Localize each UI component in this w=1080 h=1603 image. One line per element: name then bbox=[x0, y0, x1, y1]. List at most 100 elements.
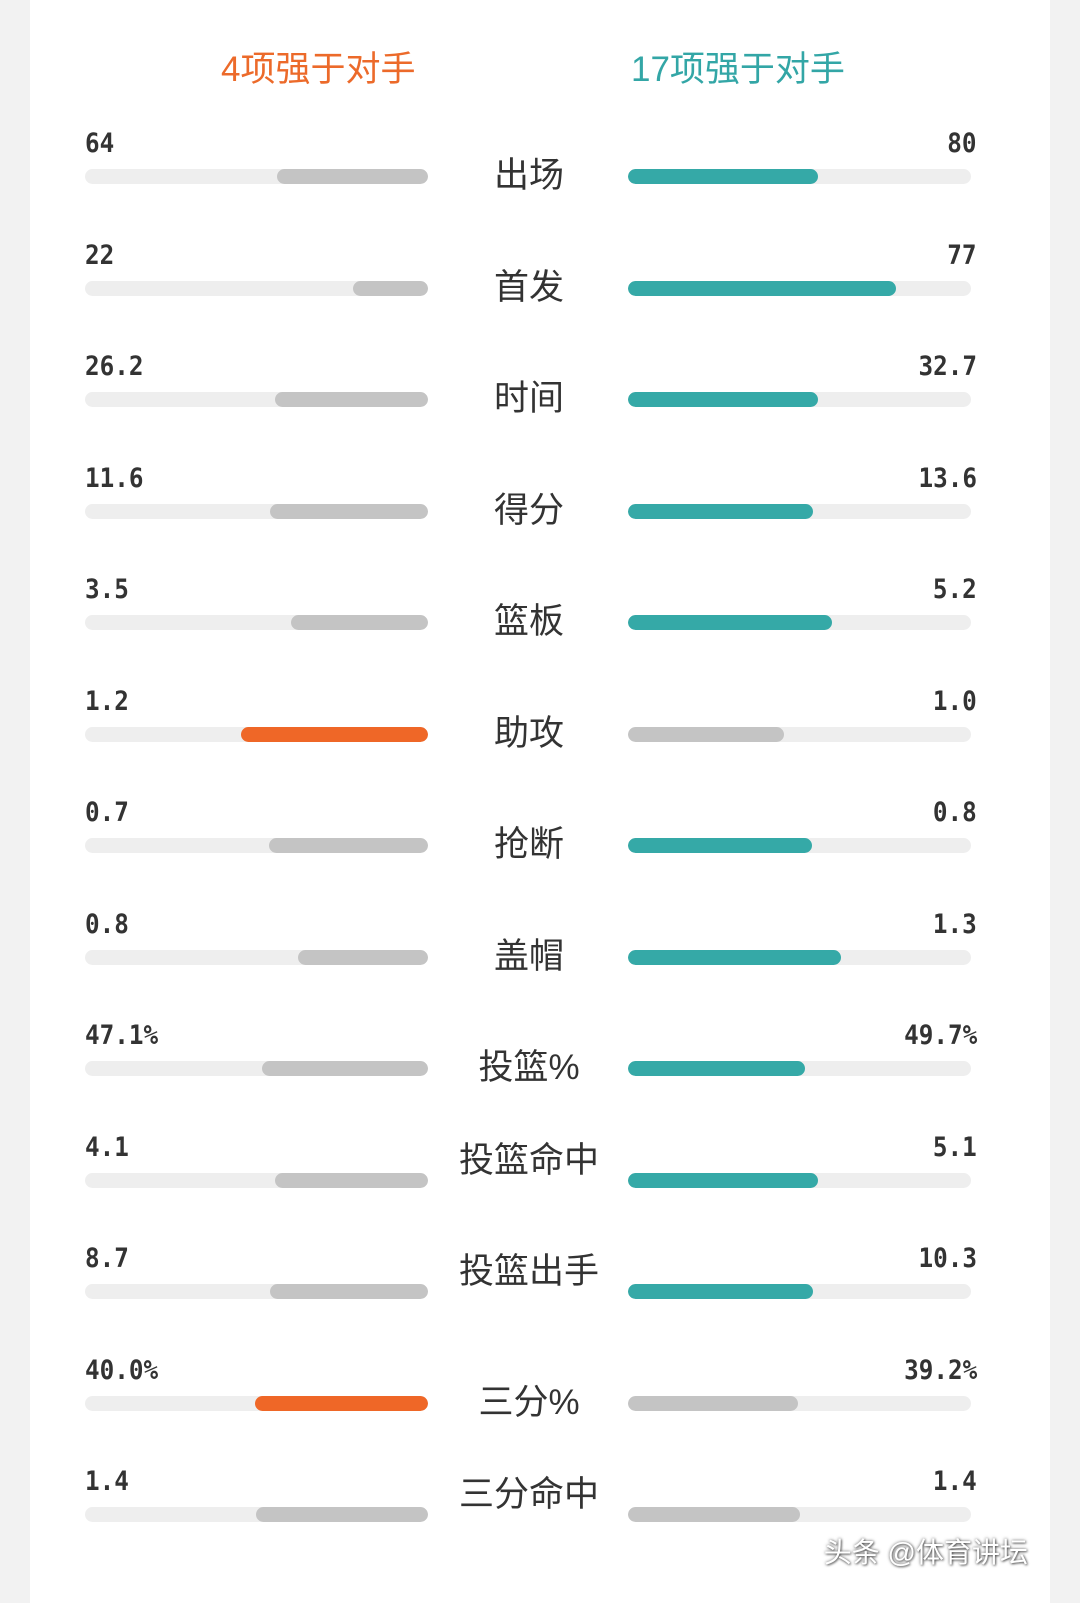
right-value: 77 bbox=[947, 239, 977, 271]
right-value: 5.2 bbox=[933, 574, 977, 605]
right-value: 13.6 bbox=[918, 462, 977, 494]
right-bar bbox=[628, 949, 841, 965]
left-bar-track bbox=[85, 503, 428, 519]
right-bar bbox=[628, 615, 832, 630]
stat-row: 0.7 0.8 抢断 bbox=[30, 792, 1050, 903]
left-bar bbox=[270, 503, 428, 519]
category-label: 抢断 bbox=[493, 825, 564, 864]
left-bar bbox=[256, 1507, 428, 1522]
left-bar-track bbox=[85, 1172, 428, 1188]
left-bar-track bbox=[85, 392, 428, 407]
right-value: 39.2% bbox=[903, 1354, 977, 1386]
left-bar bbox=[291, 615, 428, 630]
right-value: 10.3 bbox=[918, 1243, 977, 1274]
left-value: 3.5 bbox=[85, 574, 129, 605]
category-label: 投篮出手 bbox=[459, 1252, 600, 1291]
left-value: 11.6 bbox=[85, 462, 144, 494]
left-value: 22 bbox=[85, 239, 115, 271]
left-bar-track bbox=[85, 169, 428, 184]
stat-row: 4.1 5.1 投篮命中 bbox=[30, 1127, 1050, 1238]
right-bar-track bbox=[628, 949, 971, 965]
left-value: 64 bbox=[85, 128, 115, 159]
comparison-card: 4项强于对手 17项强于对手 64 80 出场 22 77 首发 26.2 32.7 时间 11.… bbox=[30, 0, 1050, 1603]
category-label: 时间 bbox=[493, 379, 564, 418]
left-bar-track bbox=[85, 280, 428, 296]
category-label: 助攻 bbox=[493, 713, 564, 753]
right-value: 49.7% bbox=[903, 1020, 977, 1051]
category-label: 篮板 bbox=[493, 602, 564, 641]
right-value: 1.0 bbox=[933, 685, 977, 717]
watermark-text: 头条 @体育讲坛 bbox=[823, 1537, 1028, 1568]
left-bar bbox=[275, 392, 428, 407]
left-bar bbox=[353, 280, 428, 296]
stat-row: 22 77 首发 bbox=[30, 235, 1050, 346]
stat-row: 64 80 出场 bbox=[30, 123, 1050, 234]
left-value: 0.8 bbox=[85, 908, 129, 940]
left-value: 26.2 bbox=[85, 351, 144, 382]
left-bar-track bbox=[85, 1061, 428, 1076]
stat-row: 8.7 10.3 投篮出手 bbox=[30, 1238, 1050, 1349]
left-bar bbox=[298, 949, 428, 965]
left-value: 8.7 bbox=[85, 1243, 129, 1274]
right-bar-track bbox=[628, 280, 971, 296]
stat-row: 40.0% 39.2% 三分% bbox=[30, 1350, 1050, 1461]
left-summary: 4项强于对手 bbox=[221, 50, 416, 89]
right-value: 1.3 bbox=[933, 908, 977, 940]
right-bar-track bbox=[628, 392, 971, 407]
right-bar bbox=[628, 1061, 805, 1076]
right-bar bbox=[628, 1284, 813, 1299]
stat-row: 1.2 1.0 助攻 bbox=[30, 681, 1050, 792]
left-bar-track bbox=[85, 838, 428, 853]
category-label: 投篮% bbox=[478, 1048, 580, 1087]
category-label: 三分命中 bbox=[459, 1475, 600, 1514]
right-value: 0.8 bbox=[933, 797, 977, 828]
right-bar-track bbox=[628, 1061, 971, 1076]
left-bar bbox=[270, 1284, 428, 1299]
left-bar-track bbox=[85, 1395, 428, 1411]
left-bar-track bbox=[85, 1507, 428, 1522]
right-bar-track bbox=[628, 1507, 971, 1522]
right-bar-track bbox=[628, 503, 971, 519]
left-bar bbox=[275, 1172, 428, 1188]
right-value: 5.1 bbox=[933, 1131, 977, 1163]
left-value: 1.4 bbox=[85, 1466, 129, 1497]
right-bar bbox=[628, 1172, 818, 1188]
right-bar bbox=[628, 1507, 800, 1522]
stat-row: 0.8 1.3 盖帽 bbox=[30, 904, 1050, 1015]
right-summary: 17项强于对手 bbox=[631, 50, 845, 89]
left-bar bbox=[241, 726, 428, 742]
right-bar bbox=[628, 726, 784, 742]
category-label: 得分 bbox=[493, 490, 564, 530]
left-bar-track bbox=[85, 726, 428, 742]
right-bar bbox=[628, 838, 812, 853]
left-bar bbox=[269, 838, 428, 853]
category-label: 出场 bbox=[493, 156, 564, 195]
stat-row: 1.4 1.4 三分命中 bbox=[30, 1461, 1050, 1572]
stat-row: 26.2 32.7 时间 bbox=[30, 346, 1050, 457]
right-bar bbox=[628, 169, 818, 184]
left-value: 4.1 bbox=[85, 1131, 129, 1163]
right-bar-track bbox=[628, 726, 971, 742]
right-bar bbox=[628, 280, 896, 296]
right-bar-track bbox=[628, 169, 971, 184]
left-bar bbox=[255, 1395, 428, 1411]
right-bar-track bbox=[628, 1395, 971, 1411]
left-bar-track bbox=[85, 1284, 428, 1299]
left-value: 0.7 bbox=[85, 797, 129, 828]
left-value: 47.1% bbox=[85, 1020, 159, 1051]
category-label: 盖帽 bbox=[493, 936, 564, 976]
left-bar bbox=[277, 169, 428, 184]
right-value: 1.4 bbox=[933, 1466, 977, 1497]
left-bar-track bbox=[85, 949, 428, 965]
right-value: 32.7 bbox=[918, 351, 977, 382]
right-bar bbox=[628, 503, 813, 519]
right-bar-track bbox=[628, 838, 971, 853]
right-bar bbox=[628, 392, 818, 407]
right-bar-track bbox=[628, 1284, 971, 1299]
left-value: 1.2 bbox=[85, 685, 129, 717]
left-bar-track bbox=[85, 615, 428, 630]
category-label: 三分% bbox=[478, 1382, 580, 1422]
stat-row: 3.5 5.2 篮板 bbox=[30, 569, 1050, 680]
right-bar bbox=[628, 1395, 798, 1411]
right-value: 80 bbox=[947, 128, 977, 159]
